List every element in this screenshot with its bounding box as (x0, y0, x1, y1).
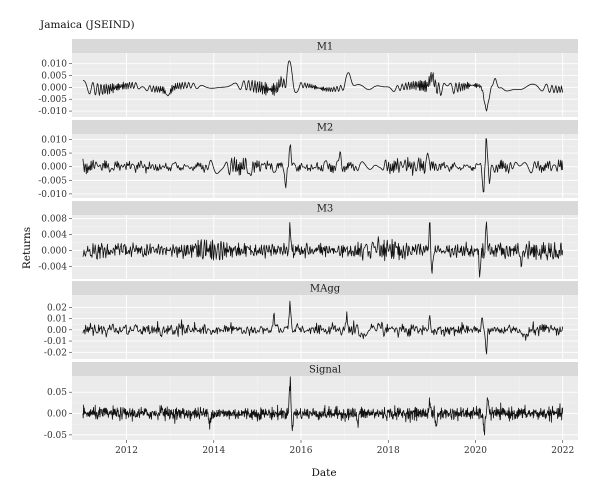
panel-magg: MAgg -0.02-0.010.000.01 0.02 (44, 281, 578, 359)
y-tick-label: 0.010 (41, 135, 67, 145)
panel-strip (72, 281, 578, 295)
y-tick-label: 0.00 (47, 410, 67, 420)
series-line-m3 (82, 221, 564, 278)
panels-group: M1-0.010-0.0050.0000.0050.010M2-0.010-0.… (38, 39, 578, 441)
x-tick-label: 2014 (202, 446, 225, 456)
panel-strip-label: Signal (309, 365, 341, 376)
y-tick-label: 0.01 (47, 315, 67, 325)
y-tick-label: -0.004 (38, 262, 67, 272)
x-tick-label: 2016 (290, 446, 313, 456)
panel-strip (72, 362, 578, 376)
y-tick-label: -0.005 (38, 95, 67, 105)
y-tick-label: 0.008 (41, 215, 67, 225)
series-line-m1 (82, 60, 564, 112)
y-tick-label: 0.00 (47, 326, 67, 336)
chart-title: Jamaica (JSEIND) (39, 19, 135, 31)
y-tick-label: -0.02 (44, 348, 67, 358)
y-tick-label: -0.01 (44, 337, 67, 347)
y-tick-label: 0.005 (41, 72, 67, 82)
series-line-magg (82, 300, 564, 355)
x-tick-label: 2020 (464, 446, 487, 456)
panel-strip (72, 39, 578, 53)
y-axis-title: Returns (21, 227, 33, 269)
y-tick-label: 0.000 (41, 163, 67, 173)
y-tick-label: 0.004 (41, 230, 67, 240)
y-tick-label: 0.05 (47, 388, 67, 398)
y-tick-label: -0.05 (44, 431, 67, 441)
panel-strip (72, 201, 578, 215)
panel-strip-label: M1 (317, 42, 334, 53)
panel-strip-label: M3 (317, 204, 334, 215)
panel-background (72, 295, 578, 359)
x-tick-label: 2018 (377, 446, 400, 456)
panel-m2: M2 -0.010 -0.005 0.000 0.005 0.010 (38, 120, 578, 200)
y-tick-label: 0.000 (41, 83, 67, 93)
y-tick-label: 0.02 (47, 303, 67, 313)
y-tick-label: -0.010 (38, 107, 67, 117)
panel-m3: M3 -0.004 0.000 0.004 0.008 (38, 201, 578, 279)
x-axis: 2012 2014 2016 2018 2020 2022 (115, 440, 574, 456)
series-line-signal (82, 376, 564, 436)
x-tick-label: 2012 (115, 446, 138, 456)
x-axis-title: Date (311, 467, 336, 479)
panel-strip-label: MAgg (310, 284, 341, 295)
y-tick-label: 0.010 (41, 60, 67, 70)
panel-strip-label: M2 (317, 123, 334, 134)
x-tick-label: 2022 (551, 446, 574, 456)
panel-strip (72, 120, 578, 134)
y-tick-label: -0.005 (38, 176, 67, 186)
panel-background (72, 53, 578, 117)
series-line-m2 (82, 138, 564, 193)
y-tick-label: 0.000 (41, 246, 67, 256)
y-tick-label: 0.005 (41, 149, 67, 159)
panel-signal: Signal -0.05 0.00 0.05 (44, 362, 578, 441)
y-tick-label: -0.010 (38, 190, 67, 200)
